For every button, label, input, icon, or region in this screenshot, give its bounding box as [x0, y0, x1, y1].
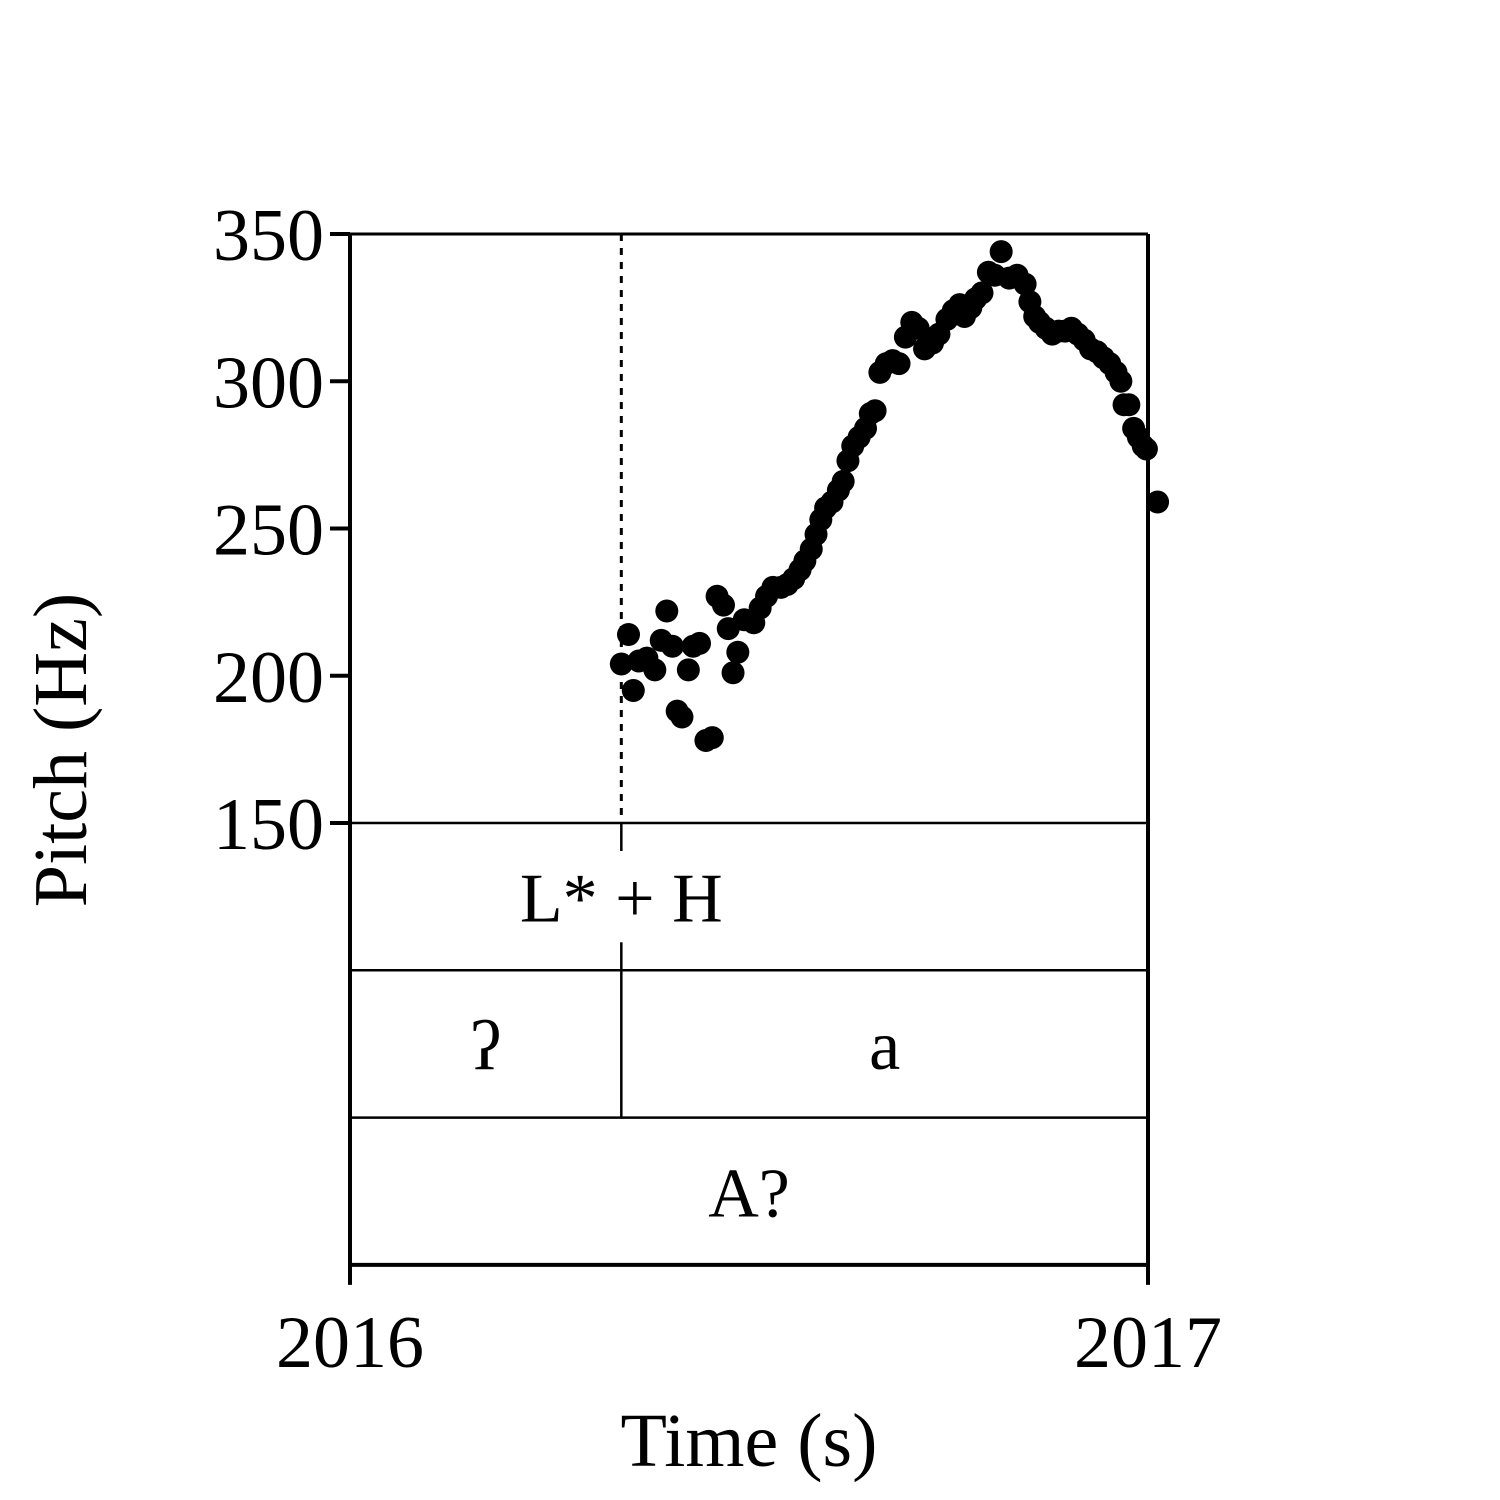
tier-2-label: a	[869, 1008, 900, 1085]
tier-1-label: L* + H	[520, 861, 723, 938]
x-tick-label: 2016	[276, 1302, 424, 1384]
pitch-point	[906, 316, 930, 340]
pitch-point	[831, 469, 855, 493]
pitch-point	[670, 705, 694, 729]
pitch-point	[711, 593, 735, 617]
pitch-point	[1013, 272, 1037, 296]
pitch-point	[688, 631, 712, 655]
pitch-point	[726, 640, 750, 664]
pitch-point	[655, 599, 679, 623]
pitch-point	[1146, 490, 1170, 514]
pitch-point	[863, 399, 887, 423]
pitch-points	[609, 240, 1170, 753]
tier-3-label: A?	[708, 1155, 790, 1232]
x-axis-title: Time (s)	[621, 1399, 878, 1483]
pitch-point	[887, 352, 911, 376]
y-axis-title: Pitch (Hz)	[19, 593, 103, 907]
annotation-tiers: L* + Hʔ a A?	[350, 821, 1148, 1267]
pitch-point	[676, 658, 700, 682]
pitch-point	[617, 623, 641, 647]
pitch-point	[621, 678, 645, 702]
y-tick-label: 200	[213, 637, 324, 719]
pitch-point	[1109, 369, 1133, 393]
pitch-point	[1134, 437, 1158, 461]
plot-frame	[348, 232, 1150, 1285]
pitch-point	[721, 661, 745, 685]
x-axis: 2016 2017	[276, 1302, 1222, 1384]
pitch-point	[989, 240, 1013, 264]
y-tick-label: 250	[213, 490, 324, 572]
pitch-point	[643, 658, 667, 682]
pitch-point	[970, 281, 994, 305]
y-tick-label: 150	[213, 784, 324, 866]
y-tick-label: 350	[213, 195, 324, 277]
pitch-point	[1117, 393, 1141, 417]
pitch-point	[700, 726, 724, 750]
y-axis: 150 200 250 300 350	[213, 195, 350, 866]
tier-2-label: ʔ	[470, 1008, 501, 1085]
y-tick-label: 300	[213, 342, 324, 424]
pitch-point	[660, 634, 684, 658]
pitch-point	[609, 652, 633, 676]
x-tick-label: 2017	[1074, 1302, 1222, 1384]
